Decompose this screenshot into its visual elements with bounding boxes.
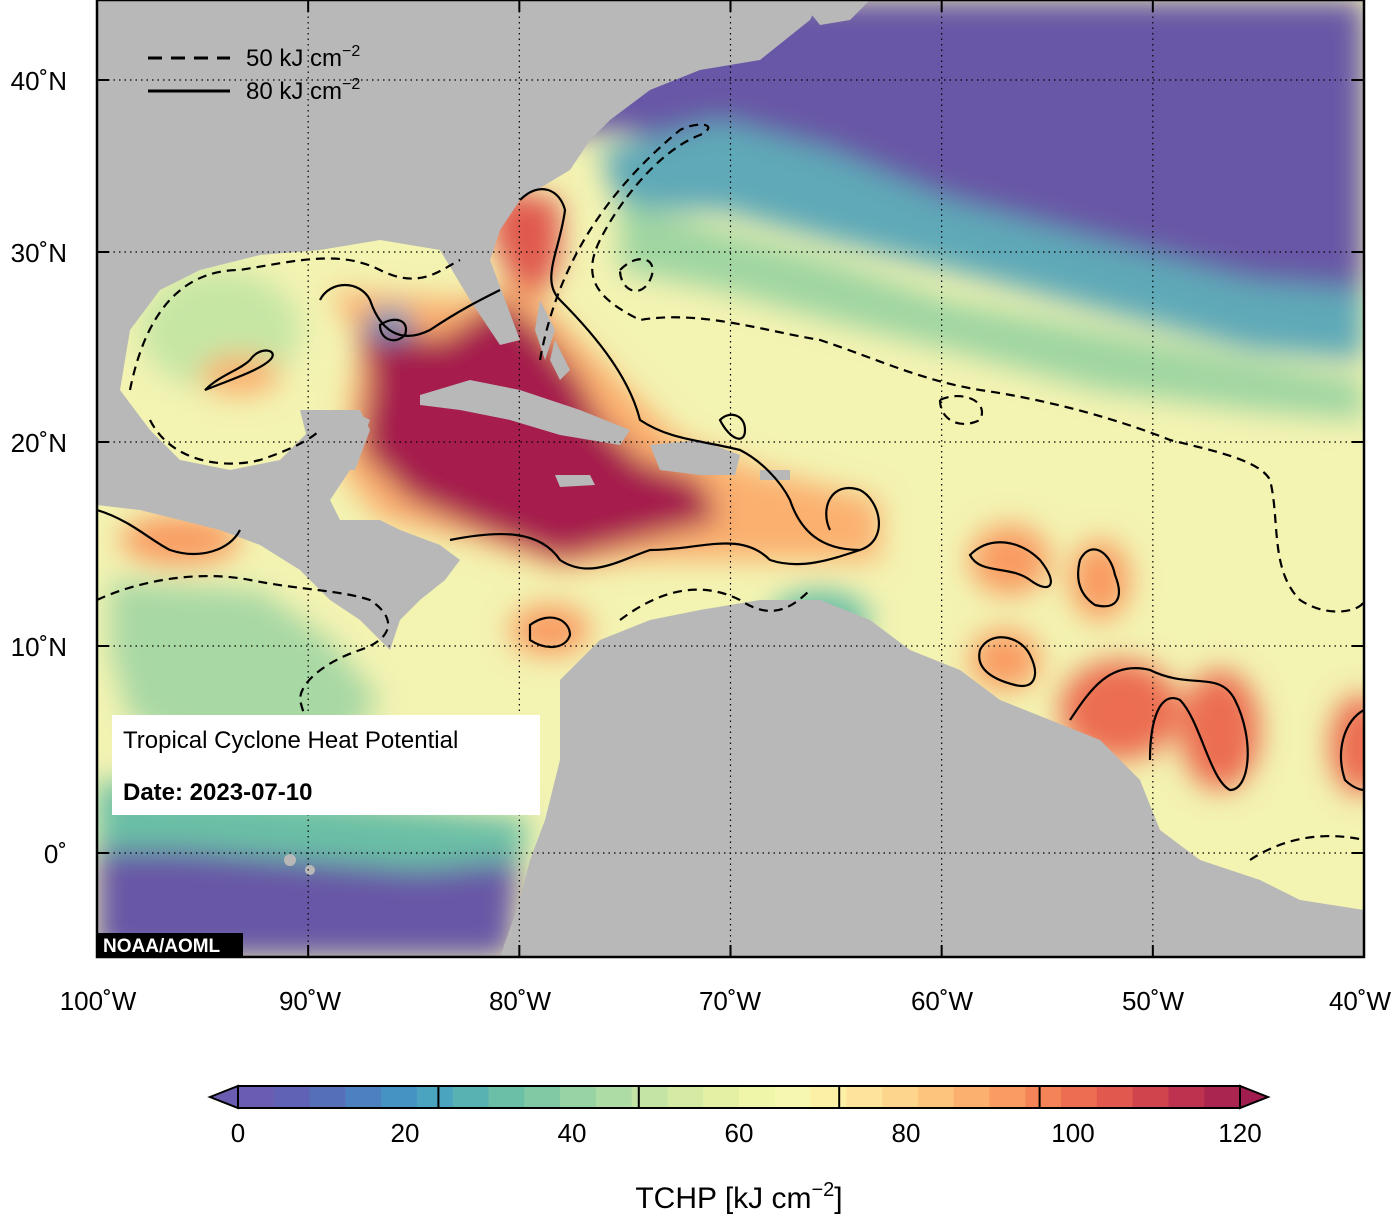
axis-ticks — [96, 0, 1365, 957]
lat-label: 30˚N — [11, 238, 67, 268]
credit-badge: NOAA/AOML — [97, 933, 243, 957]
colorbar-cell — [416, 1086, 454, 1108]
colorbar-cell — [452, 1086, 490, 1108]
lat-label: 10˚N — [11, 632, 67, 662]
colorbar-cell — [1061, 1086, 1098, 1108]
colorbar-cell — [381, 1086, 418, 1108]
colorbar-tick-label: 60 — [725, 1118, 754, 1148]
lon-label: 60˚W — [911, 986, 974, 1016]
colorbar-over-arrow — [1239, 1084, 1271, 1110]
info-box: Tropical Cyclone Heat Potential Date: 20… — [112, 715, 540, 815]
credit-background — [97, 933, 243, 957]
lon-label: 100˚W — [60, 986, 137, 1016]
colorbar-cell — [273, 1086, 311, 1108]
lon-label: 40˚W — [1329, 986, 1392, 1016]
colorbar-cell — [309, 1086, 346, 1108]
land-masses — [97, 0, 1364, 957]
lon-label: 90˚W — [279, 986, 342, 1016]
colorbar-cell — [739, 1086, 776, 1108]
legend-item-50: 50 kJ cm−2 — [246, 43, 360, 72]
colorbar-tick-label: 80 — [892, 1118, 921, 1148]
latitude-labels: 40˚N 30˚N 20˚N 10˚N 0˚ — [11, 66, 67, 869]
colorbar-cell — [345, 1086, 382, 1108]
colorbar-cells — [238, 1086, 1241, 1108]
colorbar-cell — [667, 1086, 704, 1108]
colorbar-cell — [953, 1086, 991, 1108]
colorbar-cell — [1025, 1086, 1062, 1108]
colorbar-label: TCHP [kJ cm−2] — [635, 1179, 842, 1215]
colorbar: 0 20 40 60 80 100 120 TCHP [kJ cm−2] — [207, 1084, 1271, 1215]
colorbar-tick-labels: 0 20 40 60 80 100 120 — [231, 1118, 1262, 1148]
lat-label: 20˚N — [11, 428, 67, 458]
colorbar-ticks — [237, 1086, 1241, 1108]
map-date: Date: 2023-07-10 — [123, 779, 312, 806]
lon-label: 50˚W — [1122, 986, 1185, 1016]
contour-legend: 50 kJ cm−2 80 kJ cm−2 — [148, 43, 360, 105]
credit-text: NOAA/AOML — [103, 936, 221, 957]
colorbar-tick-label: 100 — [1051, 1118, 1094, 1148]
colorbar-cell — [631, 1086, 669, 1108]
colorbar-tick-label: 0 — [231, 1118, 245, 1148]
gridlines — [97, 0, 1364, 957]
colorbar-cell — [703, 1086, 740, 1108]
colorbar-cell — [882, 1086, 919, 1108]
colorbar-cell — [524, 1086, 561, 1108]
colorbar-cell — [595, 1086, 633, 1108]
map-title: Tropical Cyclone Heat Potential — [123, 727, 458, 754]
colorbar-cell — [1132, 1086, 1170, 1108]
colorbar-cell — [1168, 1086, 1205, 1108]
legend-item-80: 80 kJ cm−2 — [246, 76, 360, 105]
lon-label: 80˚W — [489, 986, 552, 1016]
colorbar-cell — [810, 1086, 847, 1108]
longitude-labels: 100˚W 90˚W 80˚W 70˚W 60˚W 50˚W 40˚W — [60, 986, 1392, 1016]
colorbar-cell — [560, 1086, 597, 1108]
colorbar-cell — [488, 1086, 525, 1108]
colorbar-under-arrow — [207, 1084, 239, 1110]
colorbar-tick-label: 120 — [1218, 1118, 1261, 1148]
contour-80 — [97, 188, 1364, 792]
colorbar-cell — [1204, 1086, 1241, 1108]
colorbar-cell — [1096, 1086, 1134, 1108]
lat-label: 40˚N — [11, 66, 67, 96]
lon-label: 70˚W — [699, 986, 762, 1016]
colorbar-tick-label: 40 — [558, 1118, 587, 1148]
colorbar-cell — [774, 1086, 812, 1108]
colorbar-tick-label: 20 — [391, 1118, 420, 1148]
colorbar-cell — [917, 1086, 955, 1108]
lat-label: 0˚ — [44, 839, 67, 869]
info-box-background — [112, 715, 540, 815]
colorbar-cell — [846, 1086, 883, 1108]
colorbar-cell — [989, 1086, 1026, 1108]
colorbar-cell — [238, 1086, 275, 1108]
